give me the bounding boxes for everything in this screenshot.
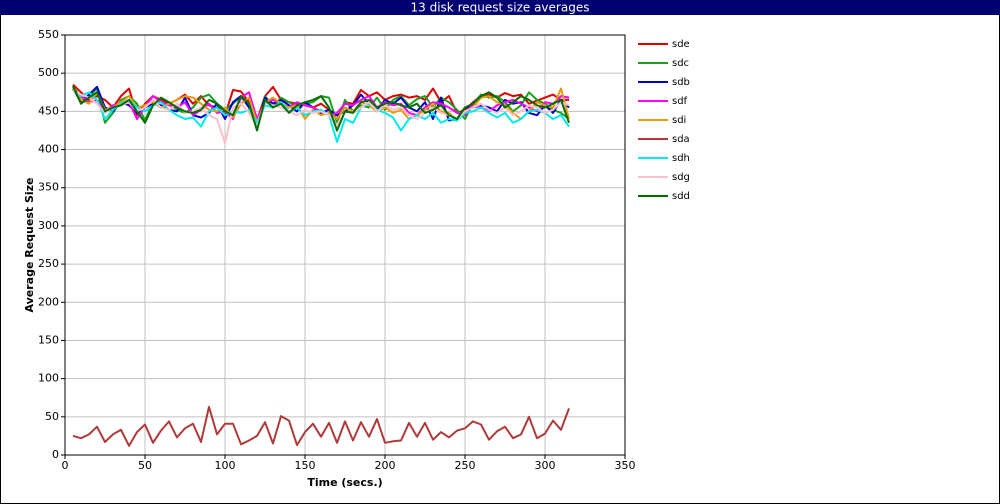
- x-axis-label: Time (secs.): [307, 476, 382, 489]
- x-tick-label: 0: [62, 459, 69, 472]
- y-tick-label: 50: [45, 410, 59, 423]
- legend-label: sdh: [672, 153, 690, 164]
- y-tick-label: 500: [38, 66, 59, 79]
- x-tick-label: 300: [535, 459, 556, 472]
- legend-label: sda: [672, 134, 690, 145]
- legend-label: sdb: [672, 77, 690, 88]
- x-tick-label: 350: [615, 459, 636, 472]
- y-axis-label: Average Request Size: [23, 177, 36, 312]
- y-tick-label: 400: [38, 143, 59, 156]
- chart-title: 13 disk request size averages: [411, 1, 590, 15]
- y-tick-label: 350: [38, 181, 59, 194]
- series-line: [72, 85, 570, 132]
- x-tick-label: 100: [215, 459, 236, 472]
- y-tick-label: 150: [38, 333, 59, 346]
- legend-label: sdg: [672, 172, 690, 183]
- legend-label: sde: [672, 39, 690, 50]
- y-tick-label: 250: [38, 257, 59, 270]
- y-tick-label: 100: [38, 372, 59, 385]
- y-tick-label: 0: [52, 448, 59, 461]
- legend-label: sdd: [672, 191, 690, 202]
- y-tick-label: 300: [38, 219, 59, 232]
- x-tick-label: 200: [375, 459, 396, 472]
- legend-label: sdf: [672, 96, 688, 107]
- legend-label: sdc: [672, 58, 689, 69]
- x-tick-label: 150: [295, 459, 316, 472]
- y-tick-label: 450: [38, 104, 59, 117]
- series-line: [72, 89, 570, 143]
- y-tick-label: 550: [38, 28, 59, 41]
- plot-border: [64, 34, 626, 456]
- title-bar: [0, 0, 1000, 15]
- x-tick-label: 250: [455, 459, 476, 472]
- legend-label: sdi: [672, 115, 686, 126]
- y-tick-label: 200: [38, 295, 59, 308]
- series-line: [72, 405, 570, 447]
- x-tick-label: 50: [138, 459, 152, 472]
